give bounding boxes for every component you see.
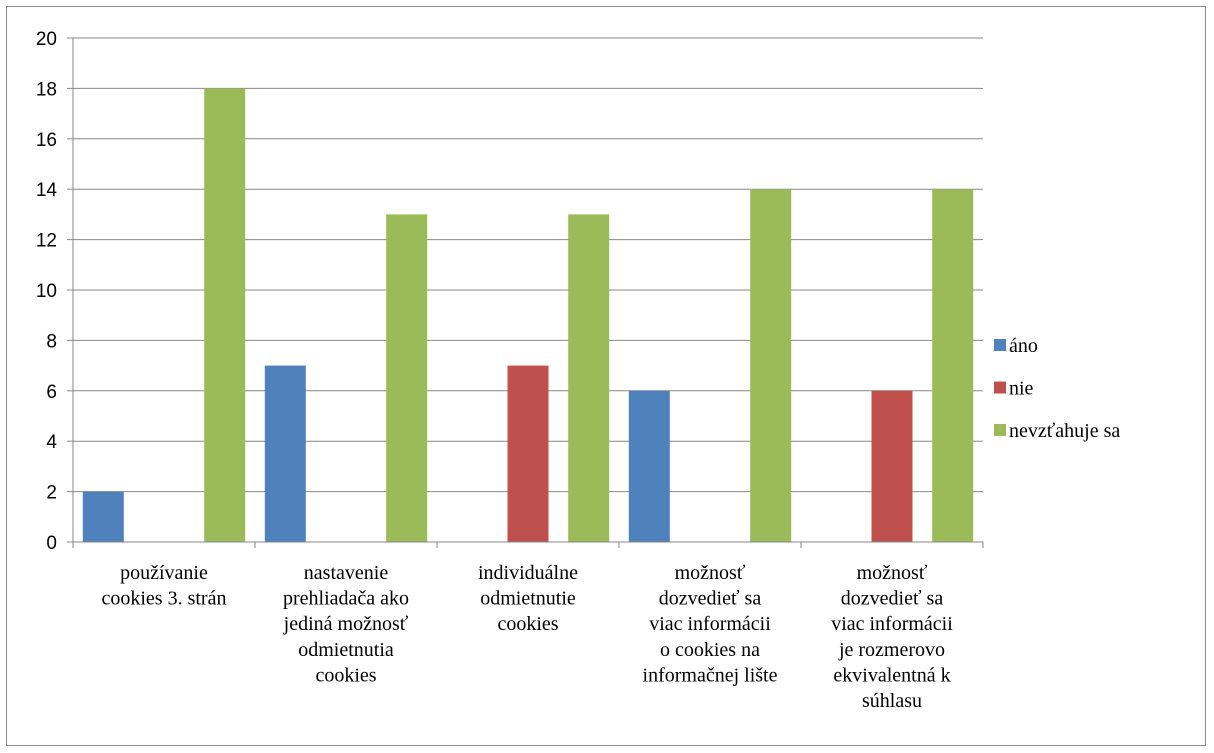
bar-nevzťahuje-sa-2 [386, 214, 428, 542]
bar-nevzťahuje-sa-3 [568, 214, 610, 542]
x-category-labels: používanie cookies 3. strán nastavenie preh… [102, 562, 954, 712]
y-tick-label: 2 [46, 483, 57, 504]
bar-áno-1 [82, 491, 124, 542]
axes [67, 37, 984, 548]
y-tick-label: 14 [36, 180, 58, 201]
y-tick-label: 0 [46, 533, 57, 554]
y-tick-labels: 0 2 4 6 8 10 12 14 16 18 20 [36, 29, 58, 554]
y-tick-label: 20 [36, 29, 57, 50]
y-tick-label: 4 [46, 432, 57, 453]
x-category-label: možnosť dozvedieť sa viac informácii o cook… [643, 562, 778, 686]
legend-swatch [994, 424, 1006, 436]
legend-item: nie [994, 378, 1034, 400]
x-category-label: používanie cookies 3. strán [102, 562, 227, 610]
y-tick-label: 8 [46, 331, 57, 352]
chart-frame: 0 2 4 6 8 10 12 14 16 18 20 používanie cookies 3. s… [6, 6, 1206, 746]
bar-áno-2 [264, 365, 306, 542]
legend-item: nevzťahuje sa [994, 420, 1120, 442]
bar-áno-4 [628, 390, 670, 542]
bar-nevzťahuje-sa-5 [932, 189, 974, 542]
legend-label: áno [1009, 335, 1038, 357]
bar-nevzťahuje-sa-4 [750, 189, 792, 542]
y-tick-label: 12 [36, 231, 57, 252]
bar-nevzťahuje-sa-1 [204, 88, 246, 543]
legend: áno nie nevzťahuje sa [994, 335, 1120, 442]
legend-swatch [994, 381, 1006, 394]
x-category-label: nastavenie prehliadača ako jediná možnosť o… [283, 562, 409, 686]
legend-label: nie [1009, 378, 1034, 400]
x-category-label: individuálne odmietnutie cookies [478, 562, 578, 635]
x-category-label: možnosť dozvedieť sa viac informácii je roz… [831, 562, 953, 712]
legend-item: áno [994, 335, 1038, 357]
bar-chart: 0 2 4 6 8 10 12 14 16 18 20 používanie cookies 3. s… [36, 29, 1121, 712]
bar-nie-3 [507, 365, 549, 542]
legend-label: nevzťahuje sa [1009, 420, 1120, 442]
y-tick-label: 6 [46, 382, 57, 403]
bars [82, 88, 974, 543]
y-tick-label: 16 [36, 130, 57, 151]
legend-swatch [994, 339, 1006, 351]
bar-nie-5 [871, 390, 913, 542]
y-tick-label: 18 [36, 79, 57, 100]
y-tick-label: 10 [36, 281, 57, 302]
